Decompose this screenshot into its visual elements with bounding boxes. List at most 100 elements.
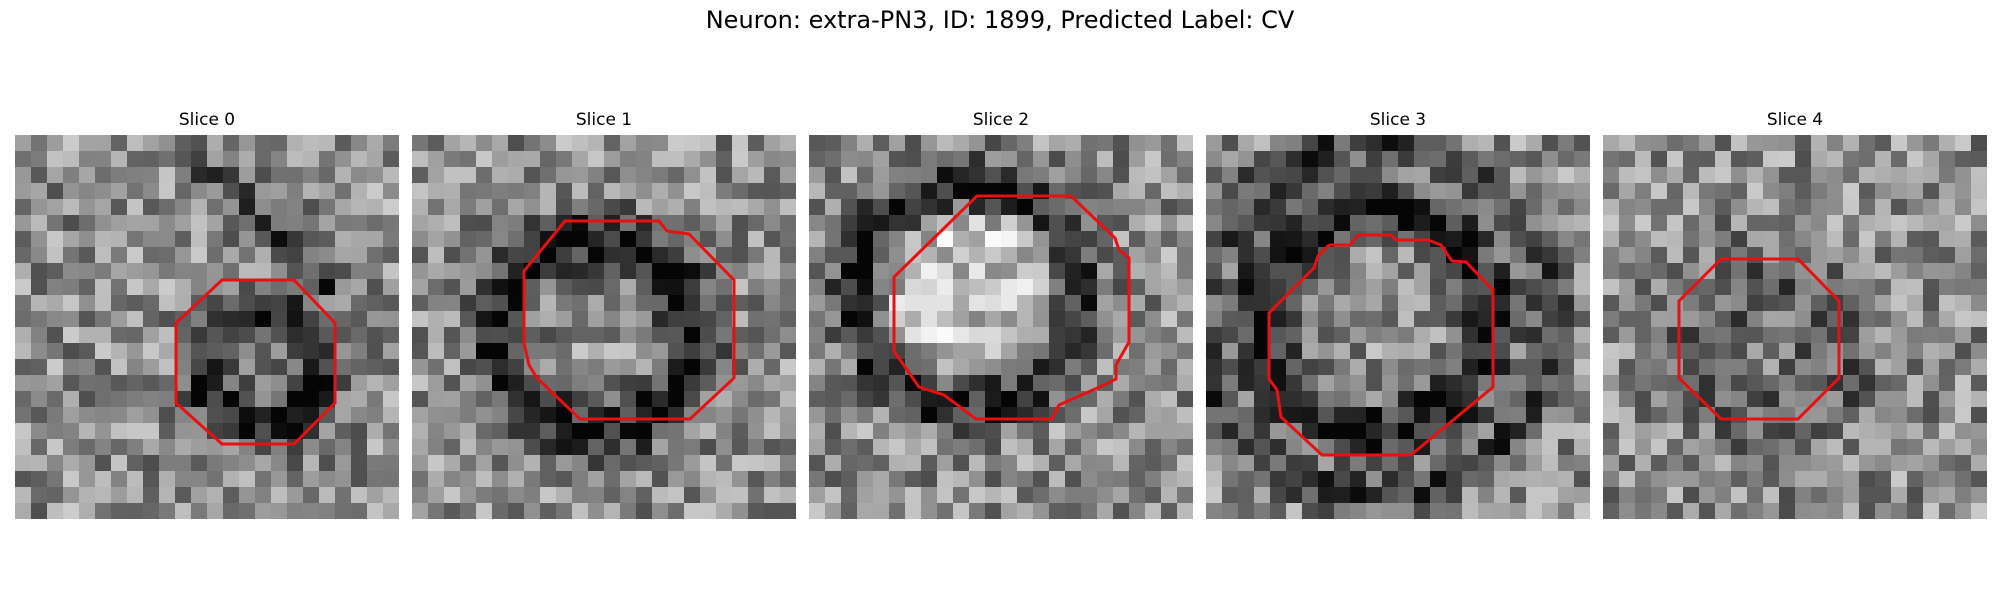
pixel [1683, 295, 1699, 311]
pixel [383, 423, 399, 439]
pixel [1318, 135, 1334, 151]
pixel [1049, 231, 1065, 247]
pixel [1715, 503, 1731, 519]
pixel [604, 503, 620, 519]
pixel [620, 151, 636, 167]
pixel [1699, 167, 1715, 183]
pixel [1875, 359, 1891, 375]
pixel [143, 423, 159, 439]
pixel [1651, 471, 1667, 487]
pixel [335, 487, 351, 503]
pixel [1129, 359, 1145, 375]
pixel [588, 215, 604, 231]
pixel [508, 471, 524, 487]
pixel [492, 183, 508, 199]
pixel [873, 503, 889, 519]
pixel [255, 295, 271, 311]
pixel [271, 295, 287, 311]
pixel [1971, 407, 1987, 423]
pixel [444, 183, 460, 199]
pixel [319, 151, 335, 167]
pixel [668, 471, 684, 487]
pixel [1811, 327, 1827, 343]
pixel [1430, 503, 1446, 519]
pixel [351, 295, 367, 311]
pixel [1731, 135, 1747, 151]
pixel [271, 343, 287, 359]
pixel [1430, 247, 1446, 263]
pixel [540, 135, 556, 151]
pixel [476, 407, 492, 423]
pixel [319, 311, 335, 327]
pixel [1619, 167, 1635, 183]
pixel [985, 167, 1001, 183]
pixel [1206, 247, 1222, 263]
pixel [825, 503, 841, 519]
pixel [1667, 503, 1683, 519]
pixel [239, 375, 255, 391]
pixel [1206, 407, 1222, 423]
pixel [1033, 471, 1049, 487]
pixel [1651, 279, 1667, 295]
pixel [937, 375, 953, 391]
pixel [1603, 151, 1619, 167]
pixel [1049, 311, 1065, 327]
pixel [1017, 167, 1033, 183]
pixel [1510, 311, 1526, 327]
pixel [841, 359, 857, 375]
pixel [604, 151, 620, 167]
pixel [1286, 439, 1302, 455]
pixel [732, 327, 748, 343]
pixel [780, 263, 796, 279]
pixel [748, 439, 764, 455]
pixel [636, 391, 652, 407]
pixel [111, 439, 127, 455]
pixel [1161, 151, 1177, 167]
pixel [764, 295, 780, 311]
pixel [271, 455, 287, 471]
pixel [716, 279, 732, 295]
pixel [1462, 455, 1478, 471]
pixel [335, 199, 351, 215]
pixel [127, 391, 143, 407]
pixel [1699, 487, 1715, 503]
pixel [905, 295, 921, 311]
pixel [764, 391, 780, 407]
pixel [175, 231, 191, 247]
pixel [428, 471, 444, 487]
pixel [540, 151, 556, 167]
pixel [1526, 487, 1542, 503]
pixel [31, 487, 47, 503]
pixel [1619, 135, 1635, 151]
pixel [1270, 167, 1286, 183]
pixel [1494, 263, 1510, 279]
pixel [1715, 471, 1731, 487]
pixel [412, 455, 428, 471]
pixel [524, 471, 540, 487]
pixel [1955, 215, 1971, 231]
pixel [905, 247, 921, 263]
pixel [1795, 503, 1811, 519]
pixel [1526, 343, 1542, 359]
pixel [1145, 439, 1161, 455]
pixel [1177, 295, 1193, 311]
pixel [239, 487, 255, 503]
pixel [63, 167, 79, 183]
pixel [460, 199, 476, 215]
pixel [1302, 359, 1318, 375]
pixel [716, 407, 732, 423]
pixel [953, 439, 969, 455]
pixel [732, 503, 748, 519]
pixel [1462, 311, 1478, 327]
pixel [1683, 263, 1699, 279]
pixel [825, 215, 841, 231]
pixel [351, 167, 367, 183]
pixel [1129, 135, 1145, 151]
pixel [921, 375, 937, 391]
pixel [1955, 455, 1971, 471]
pixel [1843, 263, 1859, 279]
pixel [1542, 503, 1558, 519]
pixel [937, 167, 953, 183]
pixel [1683, 311, 1699, 327]
pixel [748, 311, 764, 327]
